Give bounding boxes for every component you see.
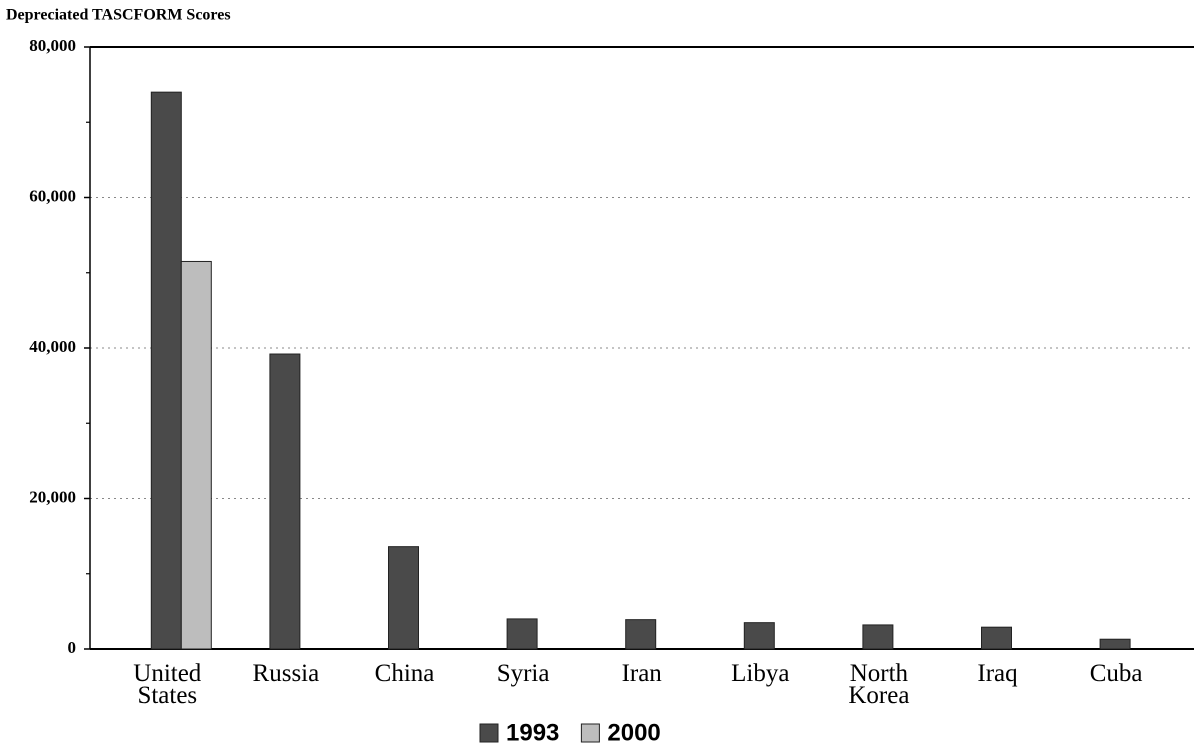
legend-label: 1993 — [506, 719, 559, 746]
y-tick-label: 20,000 — [29, 487, 76, 506]
x-tick-label: Iraq — [977, 660, 1018, 687]
bar — [150, 91, 182, 650]
bar — [862, 624, 894, 650]
bar — [506, 618, 538, 650]
y-tick-label: 60,000 — [29, 186, 76, 205]
x-tick-label: Cuba — [1089, 660, 1143, 687]
bar — [1099, 638, 1131, 650]
x-tick-label: Iran — [621, 660, 662, 687]
x-tick-label: China — [374, 660, 435, 687]
x-tick-label: Syria — [496, 660, 550, 687]
legend-swatch — [580, 723, 600, 743]
y-tick-label: 0 — [68, 638, 77, 657]
y-axis-title: Depreciated TASCFORM Scores — [6, 7, 231, 24]
bar — [388, 546, 419, 650]
bar — [269, 353, 301, 650]
y-tick-label: 80,000 — [29, 36, 76, 55]
bar — [180, 260, 212, 650]
legend-label: 2000 — [607, 719, 660, 746]
x-tick-label: Libya — [731, 660, 790, 687]
bar — [625, 619, 657, 650]
x-tick-label: North Korea — [848, 660, 910, 709]
y-tick-label: 40,000 — [29, 337, 76, 356]
x-tick-label: United States — [133, 660, 202, 709]
bar — [981, 626, 1012, 650]
legend-swatch — [479, 723, 499, 743]
bar — [743, 622, 775, 650]
x-tick-label: Russia — [252, 660, 320, 687]
